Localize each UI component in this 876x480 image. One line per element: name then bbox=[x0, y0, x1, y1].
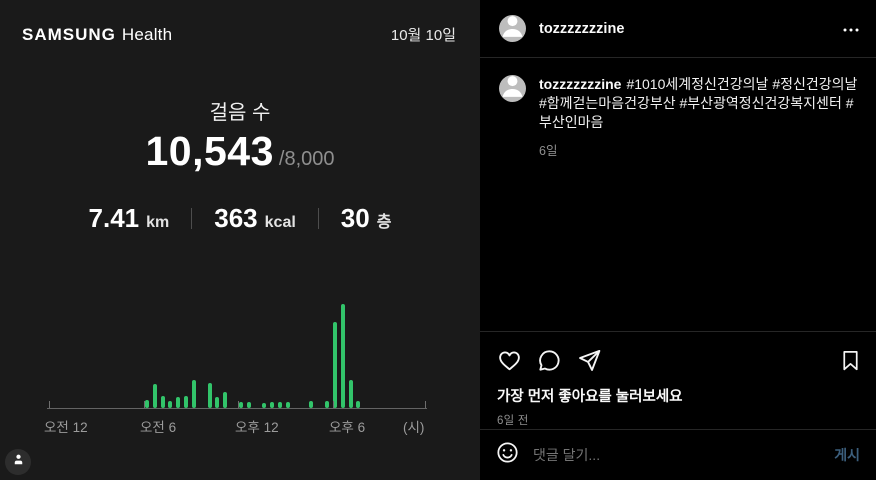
steps-bar bbox=[223, 392, 228, 408]
comment-compose-bar: 게시 bbox=[480, 429, 876, 480]
avatar[interactable] bbox=[499, 15, 526, 42]
steps-bar bbox=[278, 402, 283, 408]
steps-bar bbox=[285, 402, 290, 408]
axis-label-am6: 오전 6 bbox=[140, 420, 177, 435]
steps-chart bbox=[47, 297, 427, 409]
more-options-button[interactable] bbox=[842, 20, 860, 38]
caption-username-link[interactable]: tozzzzzzzine bbox=[539, 76, 622, 92]
floors-value: 30 bbox=[340, 203, 370, 233]
health-profile-button[interactable] bbox=[5, 449, 31, 475]
axis-tick bbox=[425, 401, 426, 408]
steps-count-row: 10,543 /8,000 bbox=[0, 128, 480, 175]
steps-bar bbox=[348, 380, 353, 408]
steps-bar bbox=[184, 396, 189, 408]
default-avatar-icon bbox=[499, 15, 526, 42]
steps-bar bbox=[207, 383, 212, 408]
steps-bar bbox=[238, 402, 243, 408]
steps-bar bbox=[309, 401, 314, 408]
steps-bar bbox=[152, 384, 157, 408]
floors-unit: 층 bbox=[376, 214, 392, 231]
comment-button[interactable] bbox=[537, 348, 562, 373]
steps-bar bbox=[168, 401, 173, 408]
caption-timestamp: 6일 bbox=[539, 144, 558, 158]
health-wordmark: Health bbox=[121, 25, 173, 44]
steps-bar bbox=[160, 396, 165, 408]
ellipsis-icon bbox=[842, 20, 860, 38]
activity-stats-row: 7.41 km 363 kcal 30 층 bbox=[0, 203, 480, 234]
share-button[interactable] bbox=[577, 348, 602, 373]
axis-tick bbox=[238, 401, 239, 408]
distance-unit: km bbox=[146, 214, 170, 231]
chart-axis-labels: 오전 12 오전 6 오후 12 오후 6 (시) bbox=[0, 416, 480, 435]
default-avatar-icon bbox=[499, 75, 526, 102]
distance-value: 7.41 bbox=[88, 203, 140, 233]
stat-divider bbox=[317, 208, 319, 229]
steps-bar bbox=[262, 403, 267, 408]
axis-label-am12: 오전 12 bbox=[44, 420, 88, 435]
post-image-samsung-health[interactable]: SAMSUNG Health 10월 10일 걸음 수 10,543 /8,000… bbox=[0, 0, 480, 480]
post-comment-button[interactable]: 게시 bbox=[834, 447, 860, 463]
axis-tick bbox=[332, 401, 334, 408]
axis-unit-label: (시) bbox=[403, 420, 425, 435]
axis-label-pm12: 오후 12 bbox=[235, 420, 279, 435]
action-section: 가장 먼저 좋아요를 눌러보세요 6일 전 bbox=[480, 331, 876, 428]
like-prompt: 가장 먼저 좋아요를 눌러보세요 bbox=[497, 389, 683, 405]
avatar[interactable] bbox=[499, 75, 526, 102]
health-header: SAMSUNG Health 10월 10일 bbox=[22, 24, 456, 45]
steps-bar bbox=[144, 400, 149, 408]
steps-bar bbox=[356, 401, 361, 408]
paper-plane-icon bbox=[579, 349, 601, 371]
samsung-health-logo: SAMSUNG Health bbox=[22, 25, 172, 45]
instagram-panel: tozzzzzzzine tozzzzzzzine #1010세계정신건강의날 #… bbox=[480, 0, 876, 480]
action-icon-row bbox=[480, 332, 876, 373]
stat-divider bbox=[191, 208, 193, 229]
steps-bar bbox=[191, 380, 196, 408]
calories-unit: kcal bbox=[264, 214, 296, 231]
steps-bar bbox=[332, 322, 337, 408]
axis-tick bbox=[143, 401, 145, 408]
caption-text[interactable]: #1010세계정신건강의날 #정신건강의날 #함께걷는마음건강부산 #부산광역정… bbox=[539, 76, 858, 130]
axis-tick bbox=[49, 401, 50, 408]
axis-label-pm6: 오후 6 bbox=[329, 420, 366, 435]
steps-bar bbox=[270, 402, 275, 408]
steps-bar bbox=[215, 397, 220, 408]
calories-value: 363 bbox=[214, 203, 258, 233]
like-button[interactable] bbox=[497, 348, 522, 373]
steps-bar bbox=[340, 304, 345, 408]
comment-input[interactable] bbox=[533, 447, 763, 463]
emoji-button[interactable] bbox=[495, 440, 520, 470]
caption-body: tozzzzzzzine #1010세계정신건강의날 #정신건강의날 #함께걷는마… bbox=[539, 75, 861, 161]
steps-bar bbox=[176, 397, 181, 408]
steps-bar bbox=[246, 402, 251, 408]
comment-icon bbox=[539, 350, 560, 371]
floors-stat: 30 층 bbox=[341, 203, 392, 234]
username-link[interactable]: tozzzzzzzine bbox=[539, 20, 625, 37]
smiley-icon bbox=[497, 442, 518, 463]
samsung-wordmark: SAMSUNG bbox=[22, 25, 116, 44]
save-button[interactable] bbox=[839, 348, 862, 373]
bookmark-icon bbox=[843, 351, 858, 371]
caption-comment: tozzzzzzzine #1010세계정신건강의날 #정신건강의날 #함께걷는마… bbox=[499, 75, 862, 161]
steps-goal: /8,000 bbox=[278, 148, 335, 170]
heart-icon bbox=[499, 351, 520, 371]
steps-bar bbox=[325, 401, 330, 408]
person-icon bbox=[11, 452, 26, 472]
distance-stat: 7.41 km bbox=[89, 203, 170, 234]
post-time-ago: 6일 전 bbox=[497, 415, 529, 427]
chart-axis-line bbox=[47, 408, 427, 409]
health-date: 10월 10일 bbox=[390, 27, 456, 44]
post-header: tozzzzzzzine bbox=[480, 0, 876, 58]
steps-value: 10,543 bbox=[145, 128, 274, 174]
calories-stat: 363 kcal bbox=[214, 203, 296, 234]
steps-title: 걸음 수 bbox=[209, 102, 271, 124]
